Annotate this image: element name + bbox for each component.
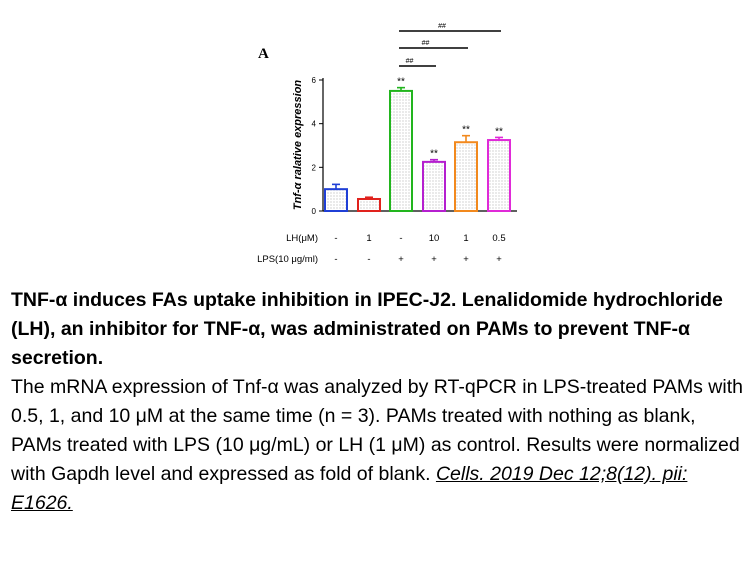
bar	[389, 89, 413, 212]
caption-title: TNF-α induces FAs uptake inhibition in I…	[11, 289, 723, 369]
treatment-value: 1	[463, 233, 468, 244]
treatment-value: -	[367, 254, 370, 265]
comparison-label: ##	[422, 40, 430, 47]
treatment-row-label: LH(μM)	[286, 233, 318, 244]
treatment-value: +	[431, 254, 437, 265]
caption-text: The mRNA expression of Tnf-α was analyze…	[11, 376, 743, 485]
treatment-row-label: LPS(10 μg/ml)	[257, 254, 318, 265]
y-axis-label: Tnf-α ralative expression	[292, 80, 304, 211]
treatment-value: 0.5	[492, 233, 505, 244]
significance-label: **	[397, 77, 405, 88]
comparison-label: ##	[406, 58, 414, 65]
significance-brackets: ## ## ##	[399, 23, 501, 67]
bar	[357, 197, 381, 213]
treatment-value: +	[496, 254, 502, 265]
figure-caption: TNF-α induces FAs uptake inhibition in I…	[11, 286, 751, 518]
bars: ** ** ** **	[324, 77, 511, 213]
y-tick-label: 0	[312, 207, 317, 216]
treatment-value: -	[334, 254, 337, 265]
caption-body: The mRNA expression of Tnf-α was analyze…	[11, 373, 751, 518]
axes: 0 2 4 6	[312, 76, 517, 216]
treatment-value: +	[398, 254, 404, 265]
bar	[422, 160, 446, 212]
treatment-value: +	[463, 254, 469, 265]
significance-label: **	[495, 126, 503, 137]
treatment-value: -	[399, 233, 402, 244]
significance-label: **	[462, 125, 470, 136]
bar	[324, 188, 348, 213]
bar	[454, 141, 478, 213]
panel-label: A	[258, 46, 269, 62]
treatment-value: 1	[366, 233, 371, 244]
treatment-value: -	[334, 233, 337, 244]
y-tick-label: 2	[312, 163, 317, 172]
y-tick-label: 6	[312, 76, 317, 85]
treatment-value: 10	[429, 233, 440, 244]
significance-label: **	[430, 149, 438, 160]
bar	[487, 139, 511, 213]
treatment-table: LH(μM) - 1 - 10 1 0.5 LPS(10 μg/ml) - - + + + +	[257, 233, 506, 265]
y-tick-label: 4	[312, 120, 317, 129]
comparison-label: ##	[438, 23, 446, 30]
citation-link[interactable]: Cells. 2019 Dec 12;8(12). pii: E1626.	[11, 463, 688, 514]
